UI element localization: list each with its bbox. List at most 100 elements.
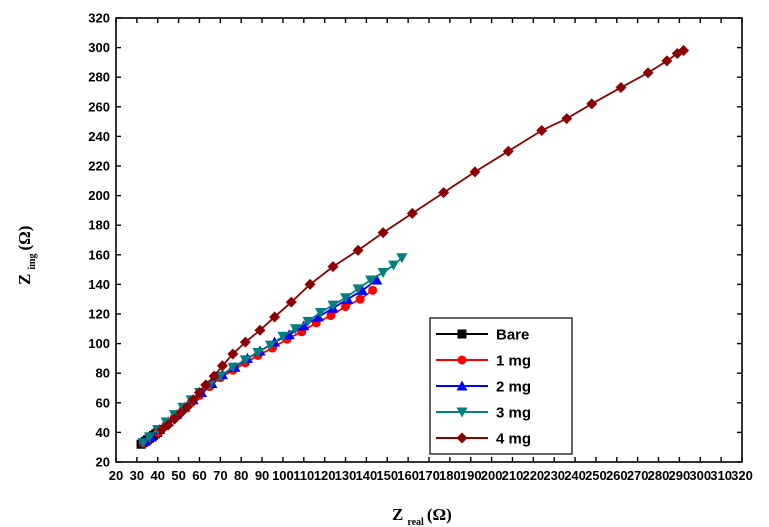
data-point [396, 253, 408, 264]
x-tick-label: 70 [213, 468, 227, 483]
data-point [162, 419, 174, 431]
data-point [283, 329, 295, 340]
x-tick-label: 60 [192, 468, 206, 483]
x-tick-label: 110 [293, 468, 314, 483]
x-tick-label: 190 [460, 468, 482, 483]
data-point [352, 244, 364, 256]
data-point [312, 311, 324, 322]
y-axis-label-main: Z [15, 274, 34, 285]
data-point [341, 302, 351, 312]
legend-marker [457, 355, 467, 365]
data-point [561, 113, 573, 125]
y-tick-label: 320 [88, 11, 110, 26]
y-tick-label: 20 [96, 455, 110, 470]
x-tick-label: 320 [731, 468, 753, 483]
y-axis-label-sub: img [27, 254, 38, 270]
x-tick-label: 270 [627, 468, 649, 483]
x-tick-label: 20 [109, 468, 123, 483]
x-tick-label: 80 [234, 468, 248, 483]
x-tick-label: 310 [710, 468, 732, 483]
x-tick-label: 130 [335, 468, 357, 483]
x-tick-label: 240 [564, 468, 586, 483]
data-point [269, 311, 281, 323]
data-point [143, 432, 155, 443]
data-point [438, 187, 450, 199]
x-tick-label: 300 [689, 468, 711, 483]
y-tick-label: 140 [88, 277, 110, 292]
data-point [227, 362, 239, 373]
x-axis-label-unit: (Ω) [427, 505, 452, 524]
y-tick-label: 200 [88, 188, 110, 203]
data-point [193, 386, 205, 398]
data-point [304, 278, 316, 290]
y-tick-label: 220 [88, 159, 110, 174]
data-point [187, 394, 199, 406]
data-point [254, 324, 266, 336]
plot-frame [115, 17, 743, 463]
data-point [586, 98, 598, 110]
data-point [239, 336, 251, 348]
x-tick-label: 210 [502, 468, 524, 483]
data-point [365, 275, 377, 286]
series-4 [156, 45, 690, 435]
y-tick-label: 120 [88, 307, 110, 322]
data-point [239, 355, 251, 366]
x-tick-label: 280 [648, 468, 670, 483]
data-point [326, 310, 336, 320]
y-tick-label: 60 [96, 395, 110, 410]
data-point [302, 316, 314, 327]
x-tick-label: 230 [543, 468, 565, 483]
legend-label: 2 mg [496, 379, 531, 396]
legend-marker [456, 380, 468, 391]
x-tick-label: 140 [356, 468, 378, 483]
x-tick-label: 30 [130, 468, 144, 483]
data-point [377, 268, 389, 279]
data-point [285, 296, 297, 308]
legend-marker [456, 407, 468, 418]
data-point [536, 124, 548, 136]
data-point [356, 284, 368, 295]
data-point [227, 348, 239, 360]
data-point [208, 370, 220, 382]
x-tick-label: 250 [585, 468, 607, 483]
data-point [661, 55, 673, 67]
data-point [678, 45, 690, 57]
y-tick-label: 100 [88, 336, 110, 351]
x-tick-label: 40 [150, 468, 164, 483]
data-point [327, 300, 339, 311]
x-axis-label-sub: real [407, 517, 424, 527]
data-point [200, 379, 212, 391]
data-point [214, 371, 226, 382]
legend-label: 3 mg [496, 405, 531, 422]
data-point [289, 324, 301, 335]
x-tick-label: 220 [522, 468, 544, 483]
data-point [355, 294, 365, 304]
data-point [406, 207, 418, 219]
data-point [352, 284, 364, 295]
data-point [216, 360, 228, 372]
y-axis-label-unit: (Ω) [15, 226, 34, 251]
legend-label: 1 mg [496, 353, 531, 370]
x-tick-label: 160 [397, 468, 419, 483]
x-tick-label: 180 [439, 468, 461, 483]
series-line [161, 49, 684, 431]
data-point [264, 340, 276, 351]
data-point [298, 320, 310, 331]
data-point [371, 274, 383, 285]
data-point [277, 331, 289, 342]
legend-label: Bare [496, 327, 529, 344]
axes: 20 30 40 50 60 70 80 90 100 110 120 130 140 150 160 170… [88, 11, 753, 484]
plot-series [136, 45, 690, 449]
data-point [502, 145, 514, 157]
legend: Bare 1 mg 2 mg 3 mg 4 mg [429, 317, 573, 455]
x-tick-label: 120 [314, 468, 336, 483]
legend-marker [457, 329, 467, 339]
y-tick-label: 160 [88, 247, 110, 262]
y-tick-label: 80 [96, 366, 110, 381]
x-tick-label: 260 [606, 468, 628, 483]
data-point [175, 407, 187, 419]
y-tick-label: 180 [88, 218, 110, 233]
